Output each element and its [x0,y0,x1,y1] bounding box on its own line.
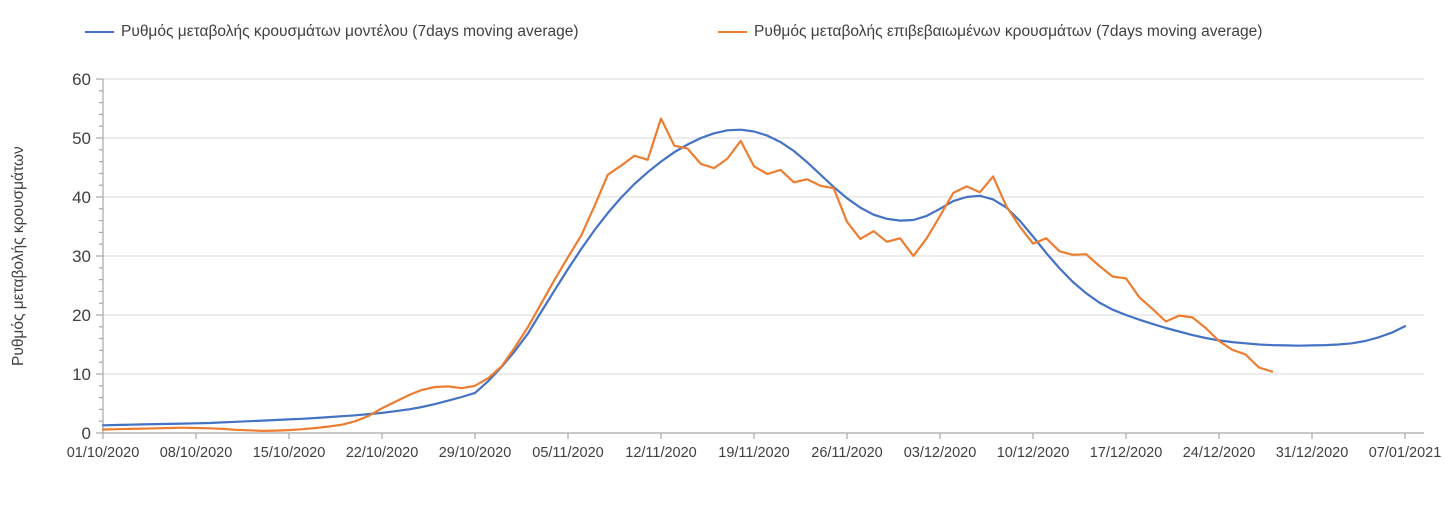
legend-item-observed: Ρυθμός μεταβολής επιβεβαιωμένων κρουσμάτ… [718,22,1262,42]
x-tick-label: 07/01/2021 [1369,445,1442,461]
y-axis: 0 10 20 30 40 50 60 [72,70,104,443]
x-tick-label: 08/10/2020 [160,445,233,461]
y-tick-label: 10 [72,365,91,384]
legend-label-observed: Ρυθμός μεταβολής επιβεβαιωμένων κρουσμάτ… [754,23,1263,40]
x-tick-label: 01/10/2020 [67,445,140,461]
y-tick-label: 20 [72,306,91,325]
legend-item-model: Ρυθμός μεταβολής κρουσμάτων μοντέλου (7d… [85,22,579,42]
x-tick-label: 17/12/2020 [1090,445,1163,461]
y-tick-label: 60 [72,70,91,89]
x-tick-label: 03/12/2020 [904,445,977,461]
x-tick-label: 26/11/2020 [811,445,883,461]
legend-line-marker-model [85,30,114,34]
x-tick-label: 24/12/2020 [1183,445,1256,461]
x-tick-label: 22/10/2020 [346,445,419,461]
x-tick-label: 29/10/2020 [439,445,512,461]
x-axis: 01/10/2020 08/10/2020 15/10/2020 22/10/2020… [67,432,1442,461]
series-confirmed-line [101,117,1274,432]
y-tick-label: 0 [82,424,91,443]
x-tick-label: 10/12/2020 [997,445,1070,461]
x-tick-label: 05/11/2020 [532,445,604,461]
x-tick-label: 19/11/2020 [718,445,790,461]
x-tick-label: 12/11/2020 [625,445,697,461]
y-tick-label: 40 [72,188,91,207]
y-tick-label: 30 [72,247,91,266]
legend-line-marker-observed [718,30,747,34]
legend-label-model: Ρυθμός μεταβολής κρουσμάτων μοντέλου (7d… [121,23,579,40]
series-model-line [101,128,1407,427]
y-tick-label: 50 [72,129,91,148]
x-tick-label: 31/12/2020 [1276,445,1349,461]
x-tick-label: 15/10/2020 [253,445,326,461]
gridlines [103,78,1424,375]
